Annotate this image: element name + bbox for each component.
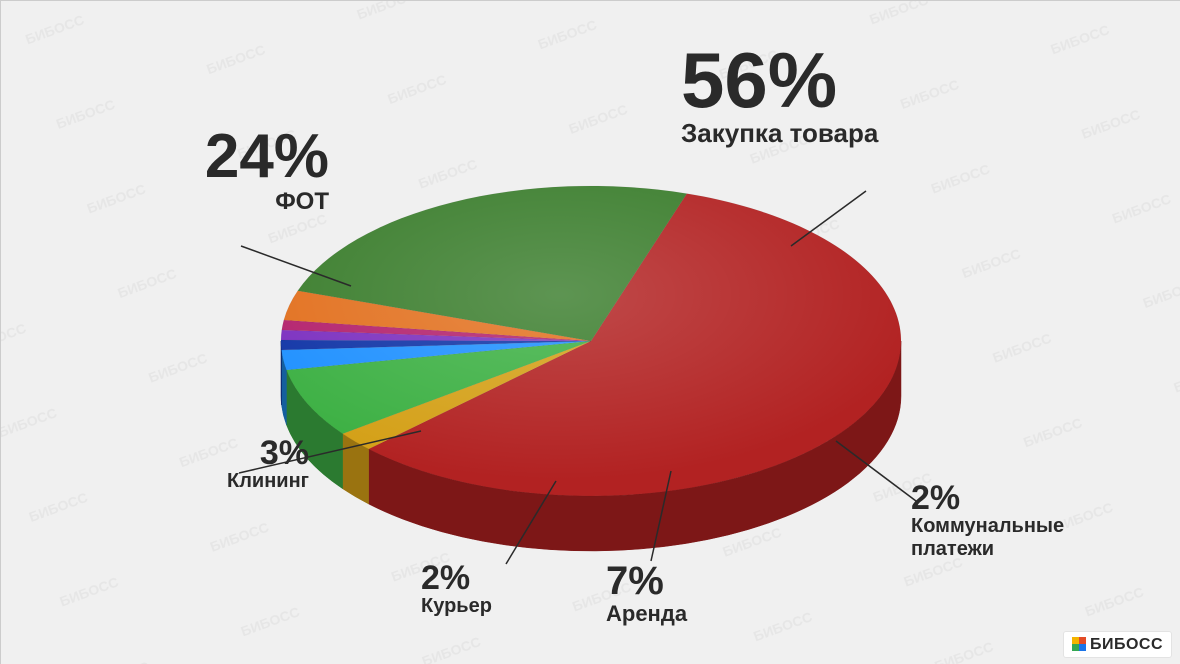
callout-label: Клининг <box>227 470 309 493</box>
callout-percent: 2% <box>421 561 492 595</box>
callout: 3%Клининг <box>227 436 309 493</box>
callout: 24%ФОТ <box>205 126 329 216</box>
logo-badge: БИБОСС <box>1064 632 1171 657</box>
callout-label: Закупка товара <box>681 119 878 149</box>
logo-icon <box>1072 637 1086 651</box>
pie-chart-svg: БИБОСС <box>1 1 1180 664</box>
callout: 56%Закупка товара <box>681 41 878 149</box>
callout-percent: 2% <box>911 481 1064 515</box>
callout-percent: 3% <box>227 436 309 470</box>
callout-percent: 7% <box>606 561 687 601</box>
logo-text: БИБОСС <box>1090 636 1163 653</box>
chart-stage: БИБОСС БИБОСС 56%Закупка товара2%Коммуна… <box>0 0 1180 664</box>
callout: 2%Коммунальные платежи <box>911 481 1064 561</box>
callout-percent: 56% <box>681 41 878 119</box>
callout: 2%Курьер <box>421 561 492 618</box>
callout-label: ФОТ <box>205 188 329 216</box>
callout-label: Коммунальные платежи <box>911 515 1064 561</box>
callout-label: Аренда <box>606 601 687 626</box>
callout-percent: 24% <box>205 126 329 188</box>
callout: 7%Аренда <box>606 561 687 626</box>
callout-label: Курьер <box>421 595 492 618</box>
